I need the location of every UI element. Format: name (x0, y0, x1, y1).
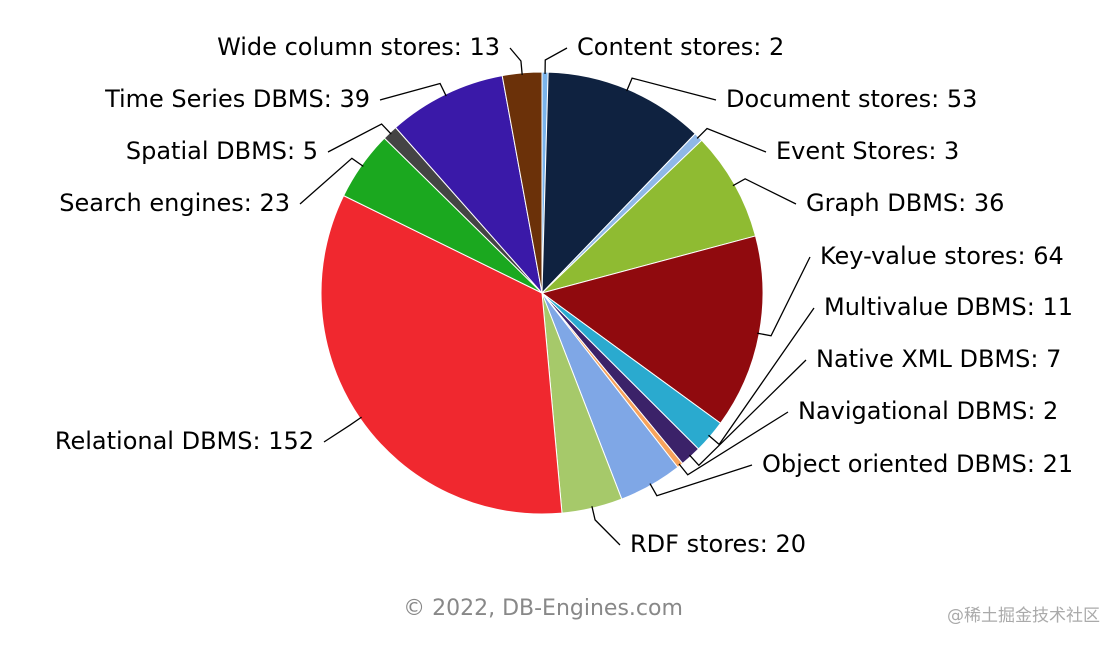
leader-line (544, 47, 568, 75)
leader-line (688, 359, 807, 467)
slice-label: Object oriented DBMS: 21 (762, 450, 1073, 478)
slice-label: Wide column stores: 13 (217, 33, 500, 61)
watermark: @稀土掘金技术社区 (947, 606, 1100, 626)
slice-label: Event Stores: 3 (776, 137, 959, 165)
leader-line (649, 464, 753, 497)
slice-label: Key-value stores: 64 (820, 242, 1064, 270)
leader-line (327, 123, 392, 153)
leader-line (323, 416, 362, 443)
slice-label: RDF stores: 20 (630, 530, 806, 558)
slice-label: Document stores: 53 (726, 85, 977, 113)
slice-label: Time Series DBMS: 39 (104, 85, 370, 113)
slice-label: Multivalue DBMS: 11 (824, 293, 1073, 321)
leader-line (379, 82, 447, 101)
slice-label: Relational DBMS: 152 (55, 427, 314, 455)
leader-line (509, 47, 523, 75)
leader-line (696, 127, 767, 153)
leader-line (678, 411, 789, 476)
footer: © 2022, DB-Engines.com (403, 596, 683, 621)
slice-label: Native XML DBMS: 7 (816, 345, 1061, 373)
slice-label: Spatial DBMS: 5 (126, 137, 318, 165)
leader-line (299, 157, 364, 205)
slice-label: Content stores: 2 (577, 33, 784, 61)
leader-line (591, 506, 621, 546)
leader-line (757, 256, 811, 337)
leader-line (626, 77, 717, 101)
slice-label: Search engines: 23 (59, 189, 290, 217)
slice-label: Navigational DBMS: 2 (798, 397, 1058, 425)
slice-label: Graph DBMS: 36 (806, 189, 1004, 217)
leader-line (708, 307, 815, 446)
leader-line (732, 178, 797, 205)
